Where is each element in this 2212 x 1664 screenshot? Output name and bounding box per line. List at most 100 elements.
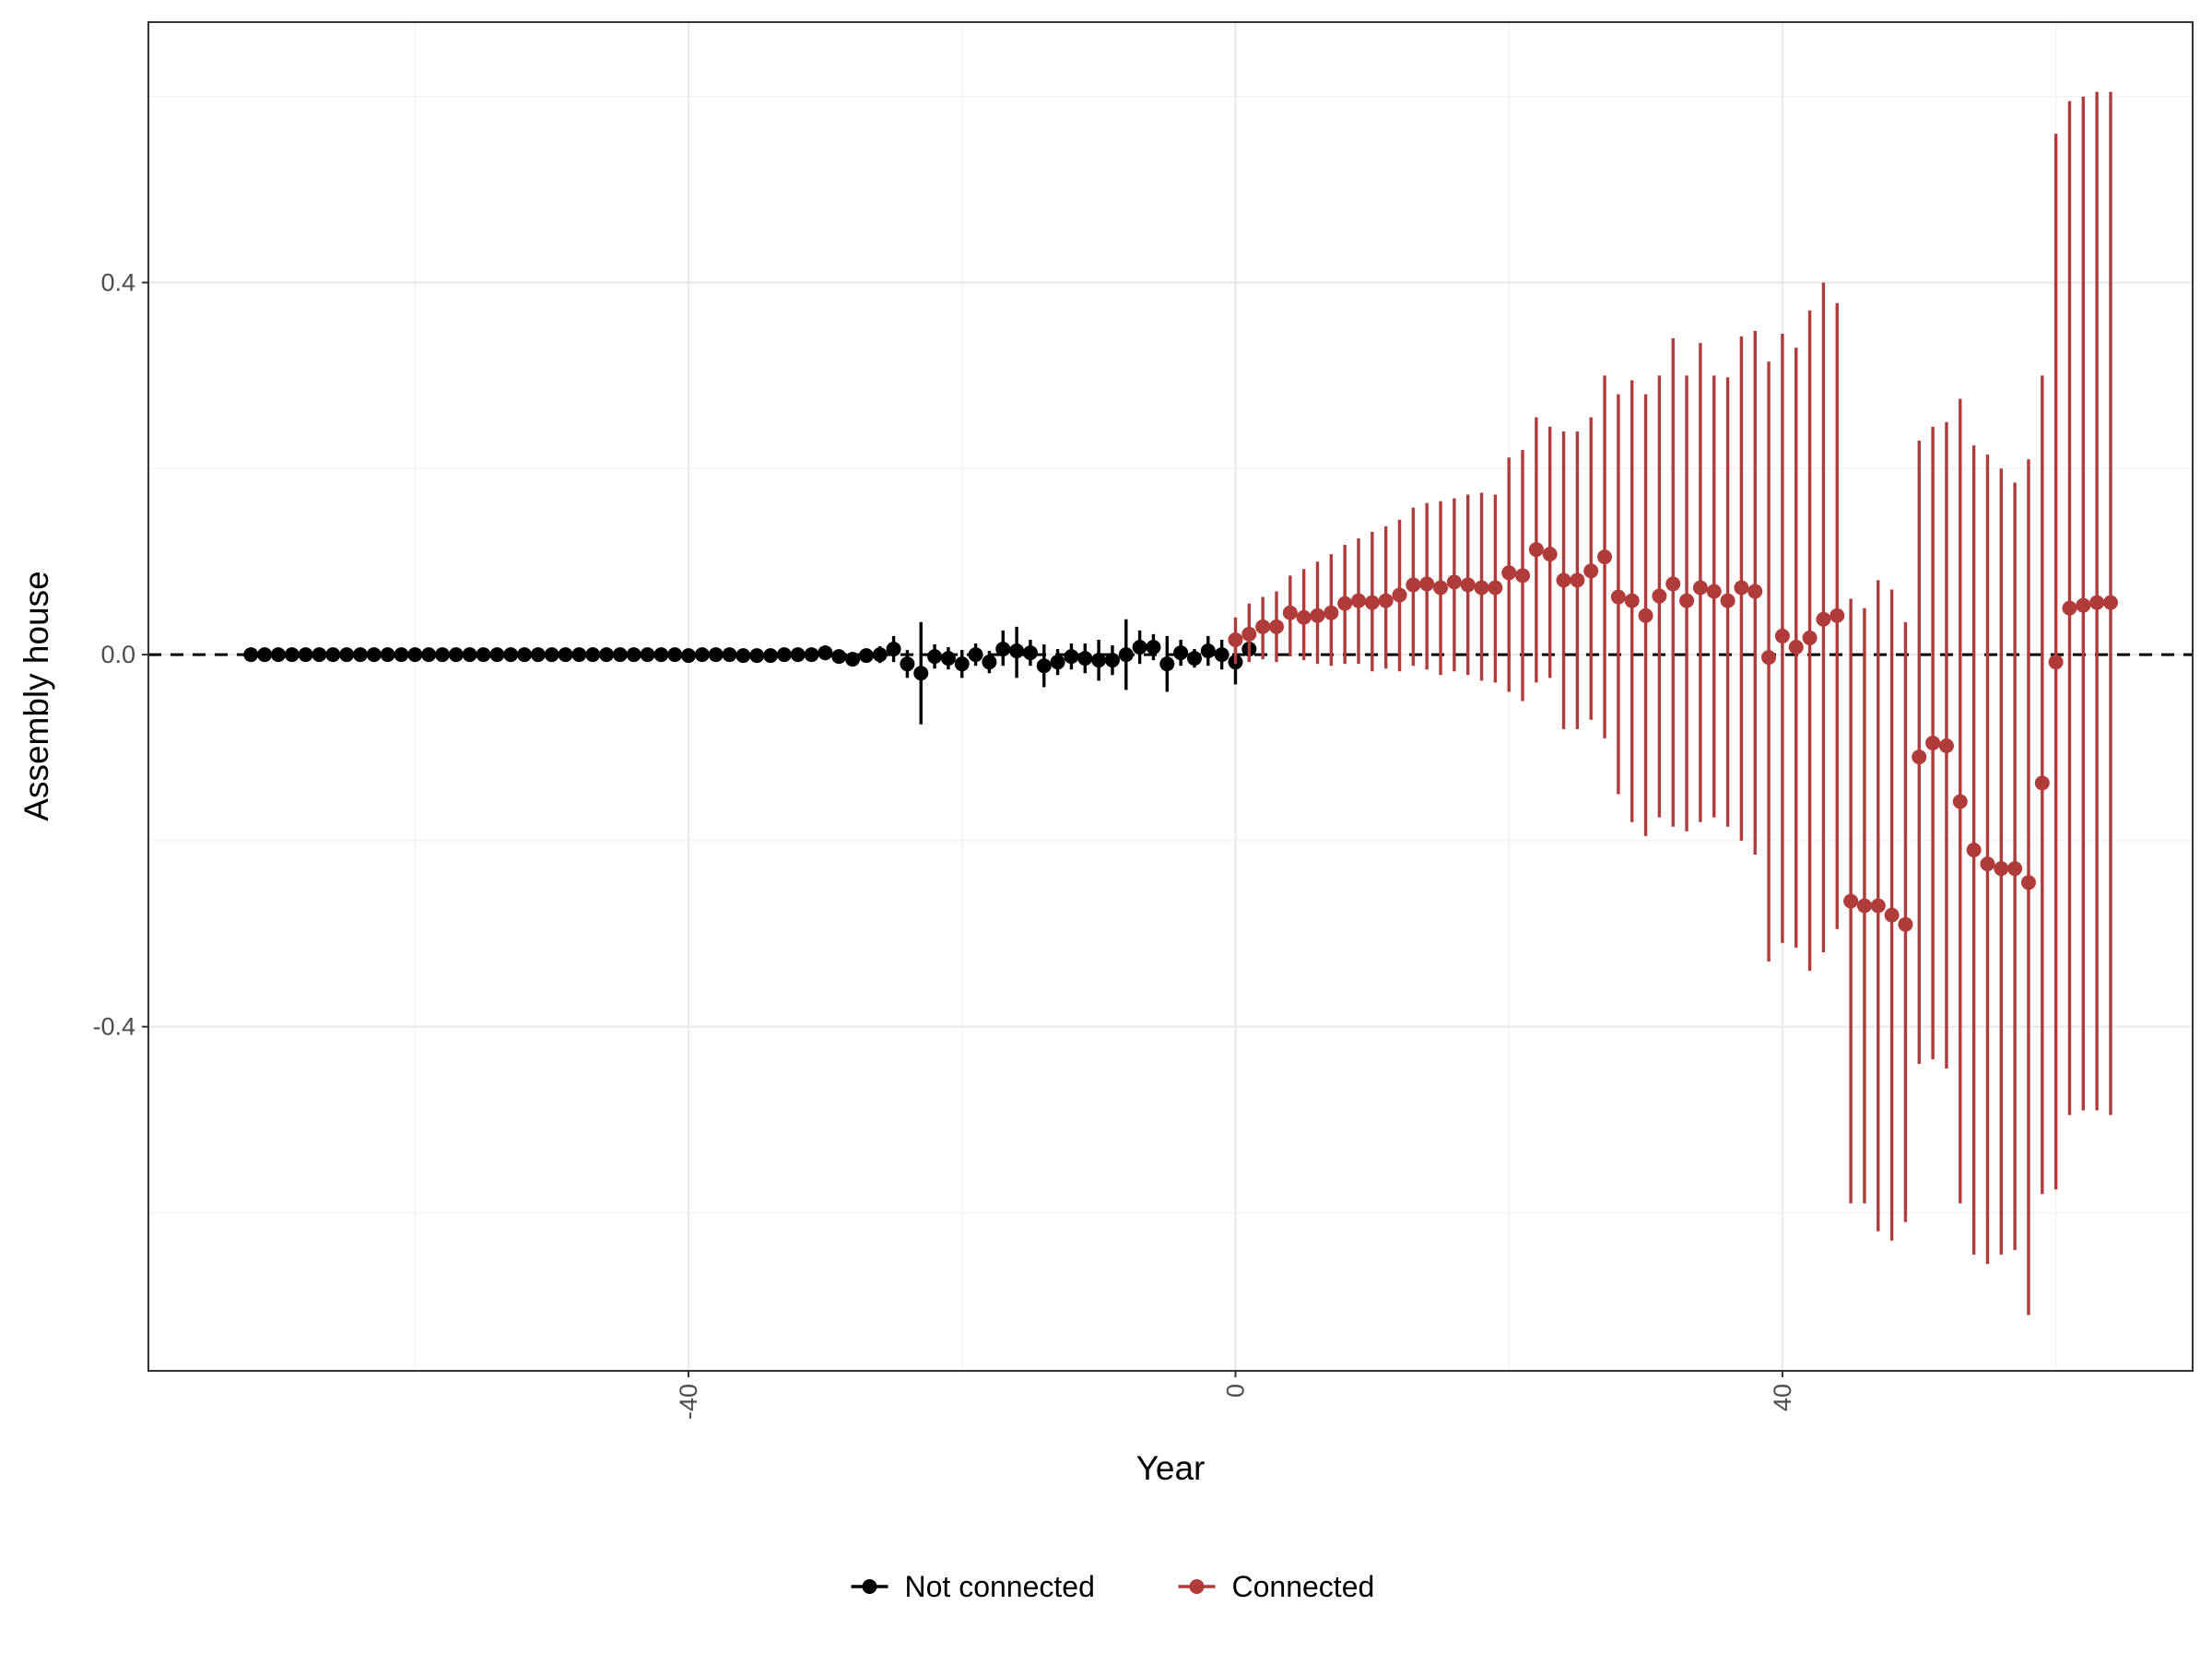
data-point (325, 647, 341, 663)
data-point (749, 648, 765, 664)
data-point (1624, 593, 1640, 608)
data-point (1364, 595, 1380, 610)
data-point (982, 655, 997, 670)
data-point (1870, 898, 1886, 914)
data-point (640, 647, 655, 663)
data-point (1214, 647, 1230, 663)
data-point (1925, 735, 1941, 750)
data-point (872, 647, 888, 663)
data-point (1077, 651, 1093, 667)
data-point (1474, 580, 1489, 596)
data-point (1761, 650, 1777, 666)
data-point (1337, 596, 1353, 611)
data-point (1282, 605, 1298, 620)
data-point (530, 647, 546, 663)
data-point (558, 647, 573, 663)
data-point (1788, 640, 1804, 655)
data-point (1228, 631, 1243, 647)
series-2 (1228, 91, 2118, 1316)
data-point (1132, 640, 1147, 655)
data-point (270, 647, 286, 663)
data-point (845, 652, 861, 667)
data-point (1118, 647, 1134, 663)
data-point (1652, 588, 1667, 604)
data-point (1022, 645, 1038, 661)
data-point (1419, 576, 1435, 592)
y-tick-label: 0.4 (100, 269, 135, 297)
data-point (2048, 655, 2064, 670)
data-point (257, 647, 273, 663)
data-point (1610, 589, 1626, 605)
data-point (312, 647, 327, 663)
data-point (462, 647, 477, 663)
data-point (434, 647, 450, 663)
data-point (1856, 898, 1872, 914)
data-point (831, 649, 847, 665)
data-point (1091, 653, 1107, 668)
data-layer (243, 91, 2118, 1316)
y-axis-title: Assembly house (18, 571, 55, 820)
data-point (1884, 907, 1900, 923)
data-point (735, 648, 751, 664)
data-point (339, 647, 355, 663)
grid-lines (148, 22, 2193, 1371)
data-point (1980, 856, 1995, 872)
data-point (571, 647, 587, 663)
plot-panel-border (147, 21, 2194, 1372)
data-point (1378, 593, 1394, 608)
data-point (1638, 608, 1653, 623)
data-point (804, 647, 819, 663)
data-point (2102, 595, 2118, 610)
data-point (763, 648, 779, 664)
data-point (927, 649, 943, 665)
data-point (1255, 619, 1271, 634)
data-point (1556, 572, 1571, 588)
data-point (1597, 549, 1613, 565)
data-point (1816, 611, 1831, 627)
data-point (1446, 574, 1462, 590)
data-point (243, 647, 259, 663)
x-axis-title: Year (1136, 1449, 1206, 1487)
data-point (407, 647, 423, 663)
data-point (284, 647, 300, 663)
data-point (1050, 655, 1065, 670)
data-point (380, 647, 395, 663)
data-point (1064, 649, 1079, 665)
data-point (2020, 875, 2036, 891)
data-point (1296, 609, 1312, 625)
data-point (1720, 593, 1735, 608)
data-point (1173, 645, 1189, 661)
data-point (1774, 628, 1790, 643)
data-point (1159, 656, 1175, 672)
data-point (1392, 587, 1407, 603)
data-point (2007, 861, 2023, 877)
data-point (1104, 653, 1120, 668)
data-point (954, 656, 970, 672)
data-point (421, 647, 437, 663)
data-point (1802, 630, 1818, 645)
data-point (1036, 658, 1052, 674)
data-point (886, 642, 901, 657)
data-point (1488, 580, 1503, 596)
legend-item-2: Connected (1178, 1570, 1374, 1603)
x-tick-label: 40 (1769, 1384, 1796, 1411)
data-point (599, 647, 615, 663)
data-point (516, 647, 532, 663)
data-point (1241, 626, 1257, 642)
data-point (681, 648, 697, 664)
data-point (1268, 619, 1284, 634)
legend: Not connected Connected (851, 1570, 1374, 1603)
data-point (1994, 861, 2009, 877)
data-point (626, 647, 641, 663)
data-point (667, 647, 683, 663)
data-point (1692, 580, 1708, 596)
data-point (1433, 580, 1449, 596)
data-point (1528, 542, 1544, 558)
data-point (1830, 608, 1845, 623)
data-point (1747, 584, 1763, 599)
data-point (1406, 577, 1421, 593)
y-tick-label: 0.0 (100, 641, 135, 668)
data-point (1310, 608, 1325, 623)
